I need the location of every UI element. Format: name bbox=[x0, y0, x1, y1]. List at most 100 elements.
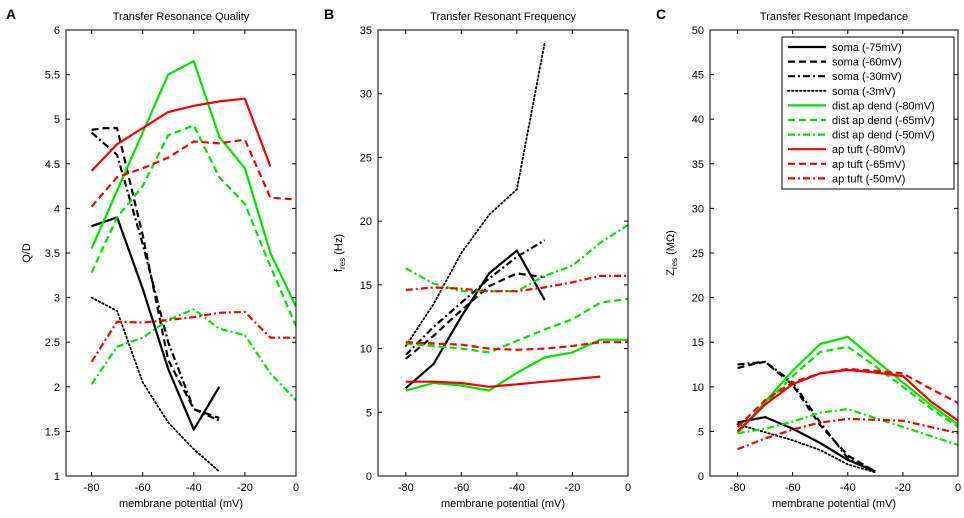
series-line-soma-3mv bbox=[736, 423, 877, 474]
y-tick-label: 35 bbox=[692, 159, 704, 171]
y-tick-label: 5.5 bbox=[45, 70, 60, 82]
series-line-soma-60mv bbox=[737, 360, 876, 473]
y-tick-label: 25 bbox=[692, 248, 704, 260]
series-line-dist-ap-dend-65mv bbox=[405, 297, 628, 354]
series-line-soma-75mv bbox=[737, 416, 876, 473]
series-line-soma-60mv bbox=[405, 272, 545, 360]
x-tick-label: -40 bbox=[840, 482, 856, 494]
y-tick-label: 20 bbox=[360, 216, 372, 228]
y-axis-label: Q/D bbox=[21, 243, 33, 263]
x-axis-label: membrane potential (mV) bbox=[441, 498, 565, 510]
series-line-dist-ap-dend-80mv bbox=[736, 335, 958, 434]
y-tick-label: 45 bbox=[692, 70, 704, 82]
chart-title: Transfer Resonance Quality bbox=[113, 11, 250, 23]
series-group bbox=[736, 335, 958, 474]
y-axis-label-main: Z bbox=[665, 269, 677, 276]
series-group bbox=[90, 60, 296, 473]
panel-label: C bbox=[656, 6, 666, 22]
x-tick-label: -40 bbox=[509, 482, 525, 494]
x-tick-label: -20 bbox=[895, 482, 911, 494]
x-tick-label: -40 bbox=[186, 482, 202, 494]
series-line-dist-ap-dend-80mv bbox=[405, 338, 628, 392]
series-line-soma-75mv bbox=[405, 249, 546, 389]
y-axis-label-unit: (Hz) bbox=[333, 234, 345, 258]
y-tick-label: 35 bbox=[360, 25, 372, 37]
y-tick-label: 30 bbox=[360, 89, 372, 101]
x-axis-label: membrane potential (mV) bbox=[119, 498, 243, 510]
legend-label-soma-3mv: soma (-3mV) bbox=[832, 86, 896, 98]
series-line-soma-30mv bbox=[737, 360, 876, 473]
y-tick-label: 5 bbox=[698, 426, 704, 438]
y-tick-label: 3 bbox=[54, 293, 60, 305]
legend-label-soma-60mv: soma (-60mV) bbox=[832, 57, 902, 69]
y-tick-label: 1 bbox=[54, 471, 60, 483]
x-tick-label: 0 bbox=[955, 482, 961, 494]
x-tick-label: -80 bbox=[730, 482, 746, 494]
x-tick-label: -60 bbox=[453, 482, 469, 494]
panel-b: -80 -60 -40 -20 0 0 5 10 15 20 25 30 35 Transfer Reso… bbox=[324, 6, 631, 510]
series-line-dist-ap-dend-65mv bbox=[90, 124, 296, 327]
panel-label: A bbox=[6, 6, 16, 22]
series-group bbox=[404, 41, 628, 392]
series-line-ap-tuft-65mv bbox=[90, 138, 296, 208]
y-tick-label: 6 bbox=[54, 25, 60, 37]
legend-label-ap-tuft-65mv: ap tuft (-65mV) bbox=[832, 159, 905, 171]
series-line-soma-3mv bbox=[404, 41, 546, 347]
y-tick-label: 2 bbox=[54, 382, 60, 394]
legend-label-soma-75mv: soma (-75mV) bbox=[832, 42, 902, 54]
chart-title: Transfer Resonant Impedance bbox=[760, 11, 908, 23]
series-line-soma-30mv bbox=[90, 131, 220, 422]
y-tick-label: 2.5 bbox=[45, 337, 60, 349]
y-tick-label: 4 bbox=[54, 203, 60, 215]
series-line-ap-tuft-65mv bbox=[405, 341, 628, 351]
plot-area bbox=[66, 30, 296, 476]
panel-c: -80 -60 -40 -20 0 0 5 10 15 20 25 30 35 40 45 50 Transfe… bbox=[656, 6, 961, 510]
y-tick-label: 10 bbox=[360, 344, 372, 356]
x-tick-label: -60 bbox=[785, 482, 801, 494]
x-tick-label: -80 bbox=[84, 482, 100, 494]
y-axis-label-unit: (MΩ) bbox=[665, 230, 677, 258]
y-axis-label: fres (Hz) bbox=[333, 234, 347, 272]
y-tick-label: 0 bbox=[366, 471, 372, 483]
y-tick-label: 0 bbox=[698, 471, 704, 483]
axes-frame bbox=[377, 29, 629, 477]
y-tick-label: 1.5 bbox=[45, 426, 60, 438]
legend-label-dist-ap-dend-80mv: dist ap dend (-80mV) bbox=[832, 100, 935, 112]
x-tick-label: -80 bbox=[398, 482, 414, 494]
x-tick-label: 0 bbox=[293, 482, 299, 494]
y-axis-label-main: f bbox=[333, 268, 345, 272]
legend-label-soma-30mv: soma (-30mV) bbox=[832, 71, 902, 83]
y-tick-label: 5 bbox=[54, 114, 60, 126]
legend-label-ap-tuft-50mv: ap tuft (-50mV) bbox=[832, 173, 905, 185]
legend-label-ap-tuft-80mv: ap tuft (-80mV) bbox=[832, 144, 905, 156]
y-tick-label: 5 bbox=[366, 407, 372, 419]
series-line-ap-tuft-50mv bbox=[90, 310, 296, 363]
y-tick-label: 40 bbox=[692, 114, 704, 126]
y-axis-label-main: Q/D bbox=[21, 243, 33, 263]
series-line-soma-60mv bbox=[91, 127, 220, 420]
y-axis-label-subscript: res bbox=[670, 258, 679, 269]
y-axis-label-subscript: res bbox=[338, 258, 347, 269]
plot-area bbox=[378, 30, 628, 476]
legend: soma (-75mV) soma (-60mV) soma (-30mV) soma… bbox=[781, 36, 955, 190]
series-line-dist-ap-dend-50mv bbox=[737, 408, 958, 446]
legend-label-dist-ap-dend-50mv: dist ap dend (-50mV) bbox=[832, 130, 935, 142]
series-line-dist-ap-dend-80mv bbox=[90, 60, 296, 307]
series-line-dist-ap-dend-50mv bbox=[90, 308, 296, 401]
x-tick-label: 0 bbox=[625, 482, 631, 494]
y-axis-label: Zres (MΩ) bbox=[665, 230, 679, 276]
y-tick-label: 20 bbox=[692, 293, 704, 305]
y-tick-label: 15 bbox=[360, 280, 372, 292]
y-tick-label: 50 bbox=[692, 25, 704, 37]
series-line-soma-30mv bbox=[405, 239, 546, 356]
y-tick-label: 15 bbox=[692, 337, 704, 349]
series-line-ap-tuft-65mv bbox=[736, 367, 958, 428]
y-tick-label: 3.5 bbox=[45, 248, 60, 260]
panel-label: B bbox=[324, 6, 334, 22]
x-tick-label: -60 bbox=[135, 482, 151, 494]
series-line-soma-75mv bbox=[91, 216, 221, 431]
x-tick-label: -20 bbox=[237, 482, 253, 494]
series-line-ap-tuft-80mv bbox=[405, 375, 601, 388]
